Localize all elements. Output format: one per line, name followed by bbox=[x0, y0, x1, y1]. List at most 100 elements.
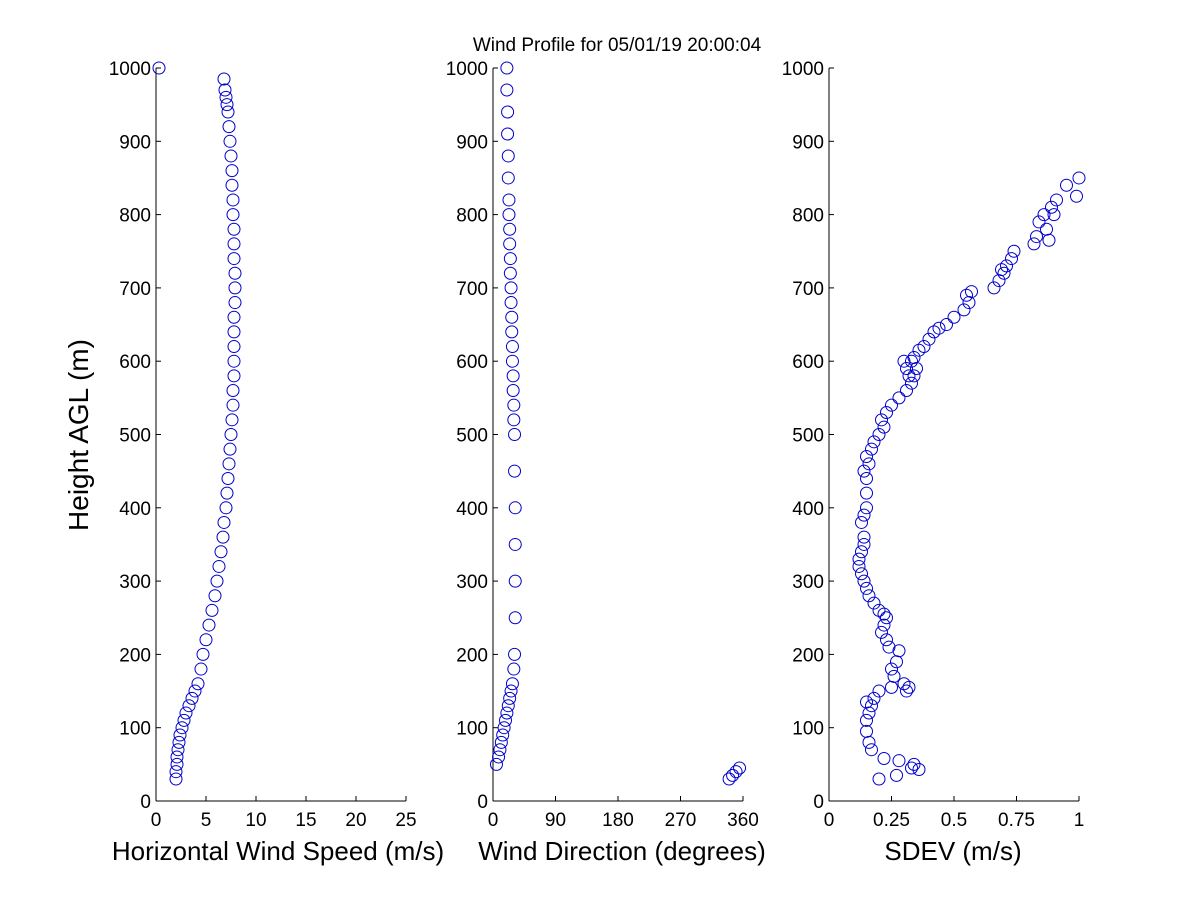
x-axis-label: Horizontal Wind Speed (m/s) bbox=[112, 836, 444, 866]
x-tick-label: 0 bbox=[488, 810, 499, 831]
data-point bbox=[220, 486, 234, 500]
data-point bbox=[222, 457, 236, 471]
y-tick-label: 300 bbox=[792, 572, 824, 593]
y-tick-label: 100 bbox=[456, 719, 488, 740]
data-point bbox=[852, 552, 866, 566]
data-point bbox=[885, 662, 898, 676]
data-point bbox=[900, 684, 913, 698]
data-point bbox=[508, 647, 522, 661]
y-tick-label: 600 bbox=[456, 352, 488, 373]
data-point bbox=[500, 706, 514, 720]
data-point bbox=[493, 743, 507, 757]
y-tick-label: 1000 bbox=[782, 59, 824, 80]
data-point bbox=[877, 751, 891, 765]
data-point bbox=[503, 237, 517, 251]
data-point bbox=[501, 171, 515, 185]
data-point bbox=[217, 72, 231, 86]
data-point bbox=[872, 684, 886, 698]
data-point bbox=[860, 471, 873, 485]
y-tick-label: 300 bbox=[119, 572, 151, 593]
data-point bbox=[173, 728, 187, 742]
data-point bbox=[987, 281, 1001, 295]
data-point bbox=[890, 768, 903, 782]
data-point bbox=[857, 464, 871, 478]
data-point bbox=[855, 545, 868, 559]
data-point bbox=[867, 596, 881, 610]
data-point bbox=[507, 413, 521, 427]
data-point bbox=[880, 406, 893, 420]
data-point bbox=[857, 508, 871, 522]
data-point bbox=[722, 772, 736, 786]
data-point bbox=[223, 442, 237, 456]
y-tick-label: 700 bbox=[792, 279, 824, 300]
data-point bbox=[182, 699, 196, 713]
y-tick-label: 100 bbox=[792, 719, 824, 740]
x-axis-label: Wind Direction (degrees) bbox=[478, 836, 766, 866]
x-tick-label: 0 bbox=[151, 810, 162, 831]
data-point bbox=[1072, 171, 1086, 185]
data-point bbox=[179, 706, 193, 720]
data-point bbox=[175, 721, 189, 735]
data-point bbox=[857, 537, 871, 551]
data-point bbox=[865, 442, 878, 456]
data-point bbox=[228, 281, 242, 295]
data-point bbox=[932, 321, 946, 335]
data-point bbox=[497, 721, 511, 735]
data-point bbox=[1032, 215, 1046, 229]
data-point bbox=[227, 237, 241, 251]
data-point bbox=[225, 413, 239, 427]
x-tick-label: 15 bbox=[295, 810, 316, 831]
y-tick-label: 700 bbox=[456, 279, 488, 300]
data-point bbox=[1060, 178, 1073, 192]
figure-title: Wind Profile for 05/01/19 20:00:04 bbox=[473, 35, 762, 56]
data-point bbox=[508, 537, 522, 551]
data-point bbox=[225, 178, 239, 192]
data-point bbox=[226, 398, 240, 412]
data-point bbox=[503, 266, 517, 280]
data-point bbox=[940, 318, 953, 332]
data-point bbox=[506, 369, 520, 383]
data-point bbox=[505, 340, 519, 354]
data-point bbox=[502, 208, 516, 222]
data-point bbox=[880, 611, 893, 625]
data-point bbox=[729, 765, 743, 779]
data-point bbox=[152, 61, 166, 75]
data-point bbox=[860, 713, 873, 727]
data-point bbox=[857, 530, 871, 544]
y-tick-label: 600 bbox=[119, 352, 151, 373]
data-point bbox=[226, 193, 240, 207]
data-point bbox=[223, 134, 237, 148]
data-point bbox=[1070, 189, 1083, 203]
x-tick-label: 25 bbox=[395, 810, 416, 831]
data-point bbox=[504, 281, 518, 295]
data-point bbox=[1040, 222, 1053, 236]
data-point bbox=[227, 252, 241, 266]
data-point bbox=[170, 750, 184, 764]
x-tick-label: 10 bbox=[245, 810, 266, 831]
data-point bbox=[219, 90, 233, 104]
x-tick-label: 270 bbox=[665, 810, 697, 831]
y-tick-label: 400 bbox=[792, 499, 824, 520]
data-point bbox=[170, 757, 184, 771]
data-point bbox=[501, 105, 515, 119]
data-point bbox=[214, 545, 228, 559]
x-tick-label: 5 bbox=[201, 810, 212, 831]
data-point bbox=[502, 193, 516, 207]
data-point bbox=[194, 662, 208, 676]
data-point bbox=[216, 530, 230, 544]
x-tick-label: 20 bbox=[345, 810, 366, 831]
y-tick-label: 900 bbox=[456, 132, 488, 153]
data-point bbox=[172, 735, 186, 749]
data-point bbox=[882, 640, 896, 654]
y-tick-label: 600 bbox=[792, 352, 824, 373]
data-point bbox=[508, 428, 522, 441]
data-point bbox=[227, 310, 241, 324]
data-point bbox=[227, 354, 241, 368]
data-point bbox=[508, 464, 522, 478]
y-tick-label: 800 bbox=[792, 206, 824, 227]
data-point bbox=[499, 713, 512, 727]
data-point bbox=[885, 398, 898, 412]
data-point bbox=[169, 765, 183, 779]
data-point bbox=[860, 501, 873, 515]
data-point bbox=[1037, 208, 1051, 222]
